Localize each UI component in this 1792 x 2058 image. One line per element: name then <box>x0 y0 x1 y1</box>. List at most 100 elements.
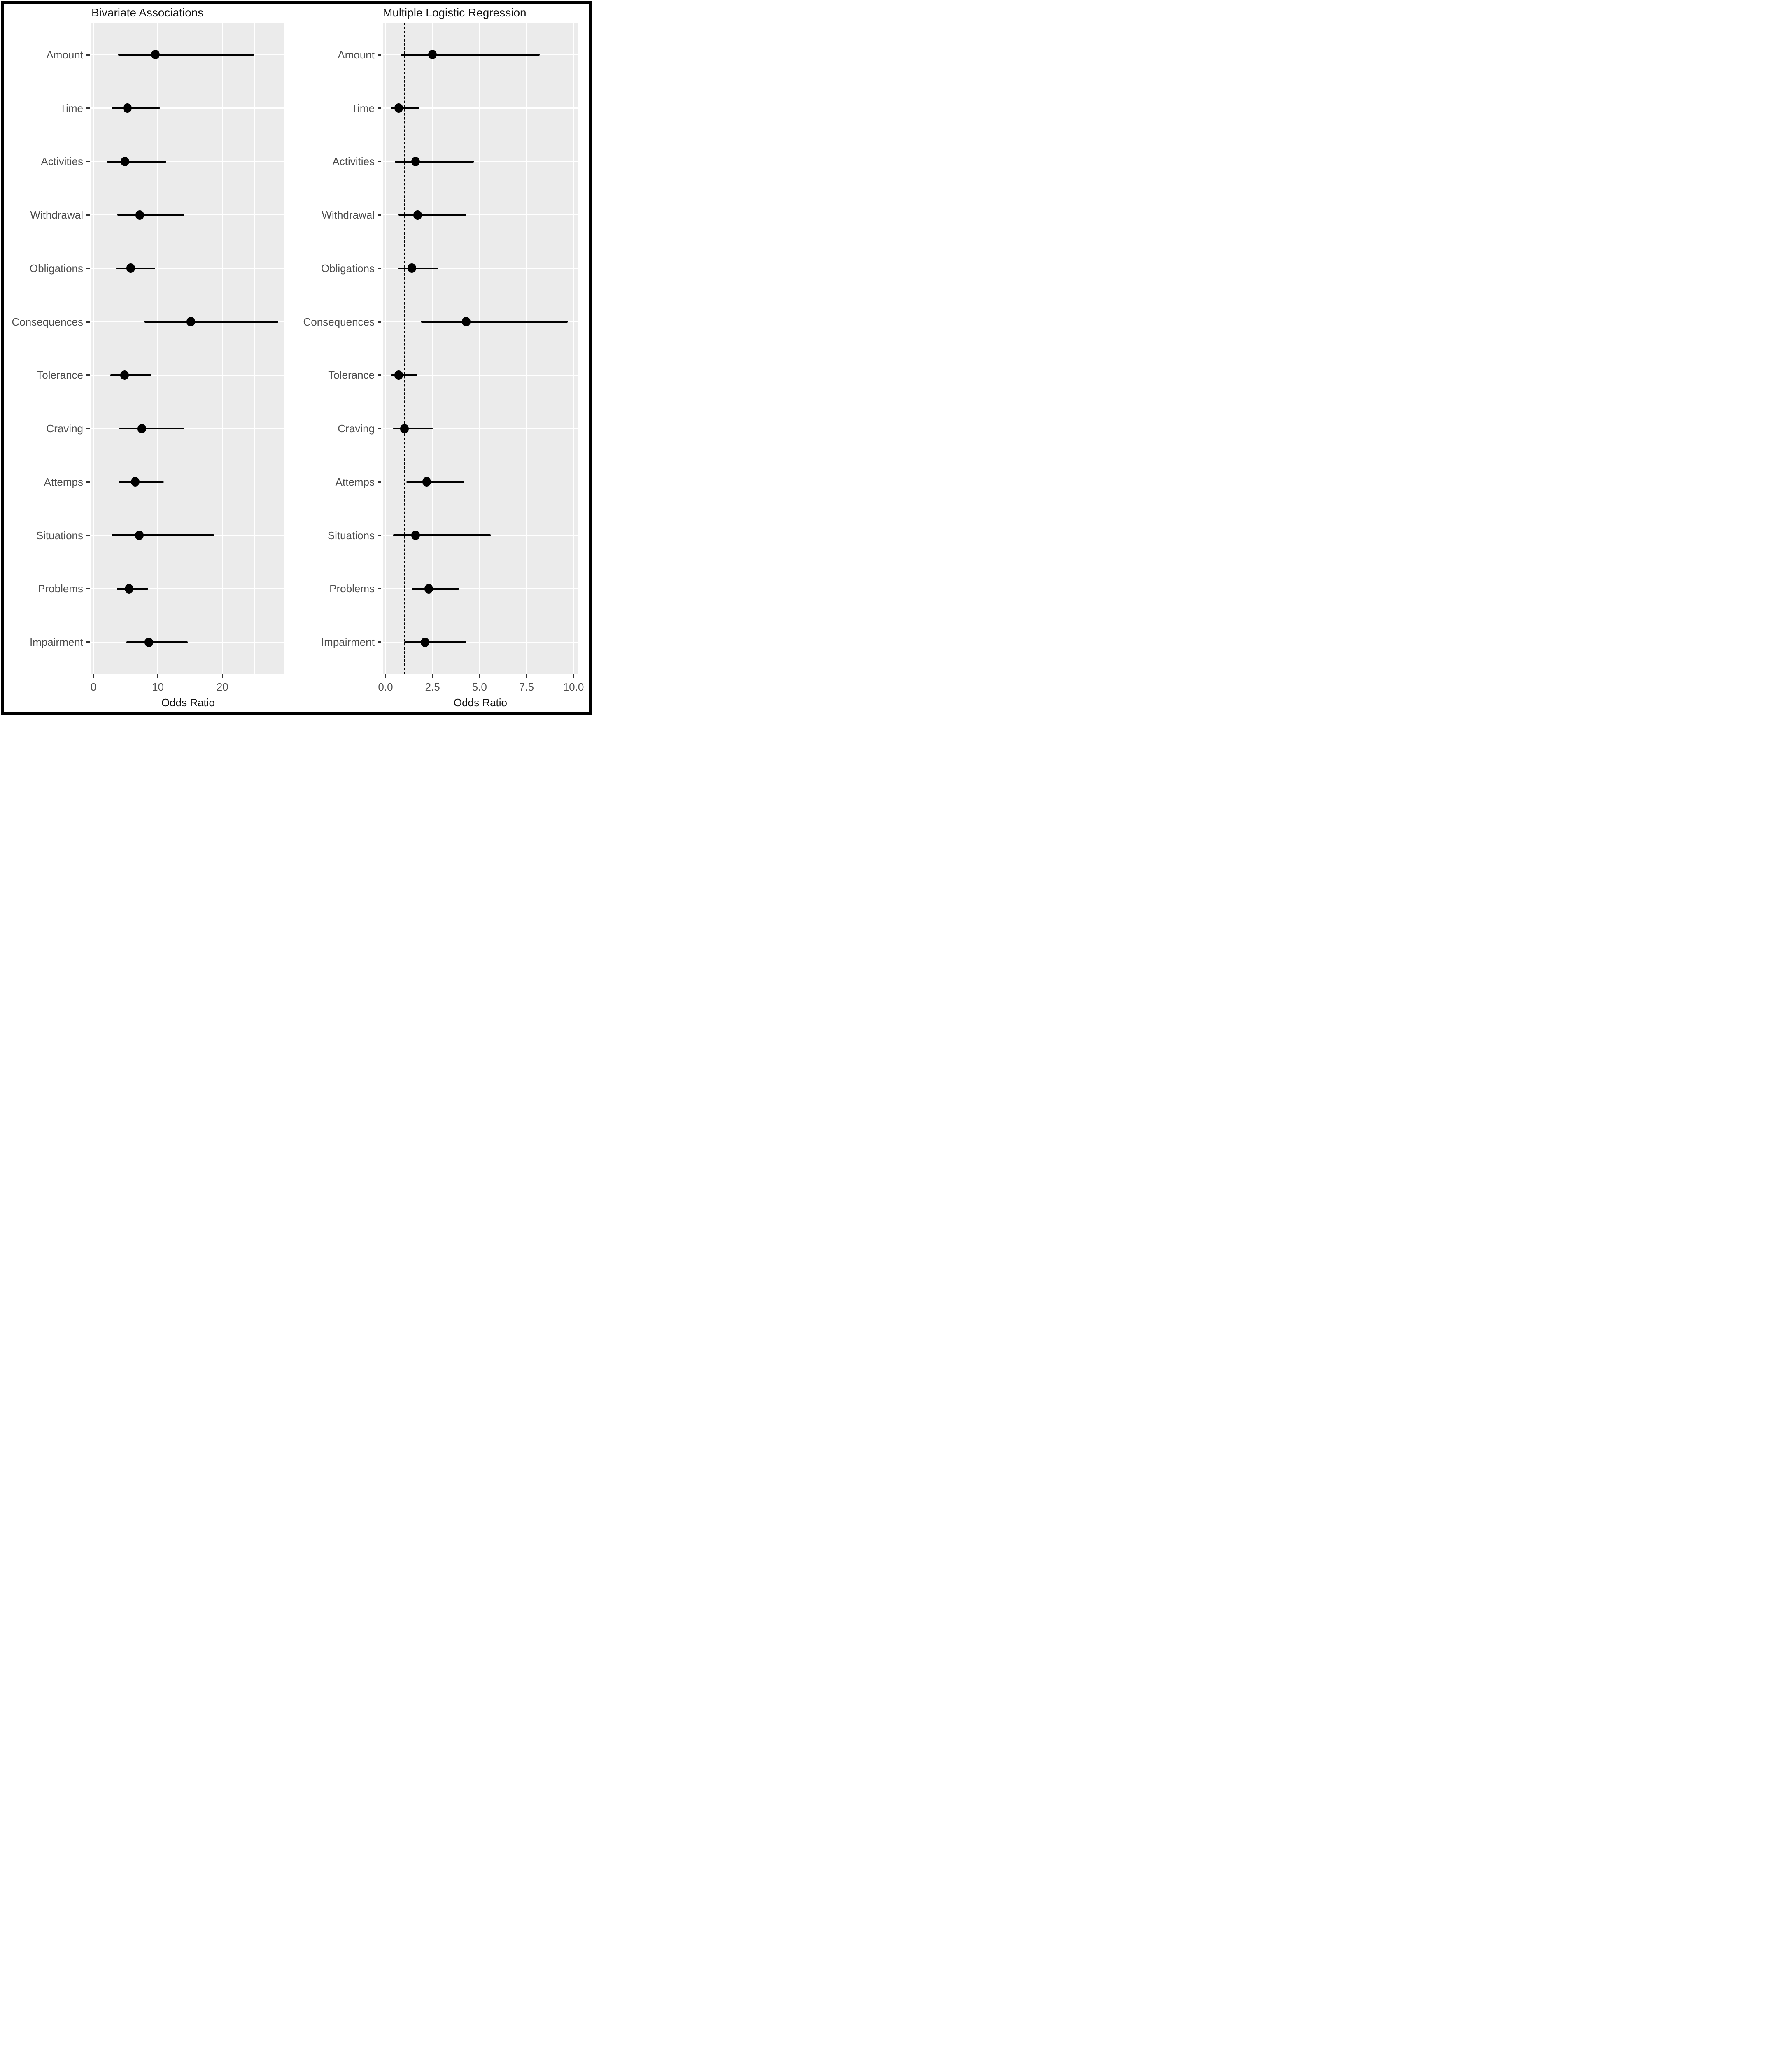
confidence-interval-line <box>393 534 491 536</box>
x-axis-label-left: Odds Ratio <box>161 696 215 709</box>
category-label: Tolerance <box>37 369 83 382</box>
y-axis-tick <box>86 481 90 483</box>
category-label: Activities <box>332 155 375 168</box>
odds-ratio-point <box>124 584 133 594</box>
confidence-interval-line <box>110 374 151 376</box>
confidence-interval-line <box>117 214 184 216</box>
gridline-major-horizontal <box>383 268 578 269</box>
odds-ratio-point <box>411 531 420 540</box>
confidence-interval-line <box>412 588 459 590</box>
gridline-major-horizontal <box>383 588 578 589</box>
forest-plot-figure: Bivariate Associations Multiple Logistic… <box>0 0 593 717</box>
panel-title-multiple-regression: Multiple Logistic Regression <box>383 6 527 19</box>
gridline-major-vertical <box>93 23 94 674</box>
confidence-interval-line <box>144 321 279 323</box>
y-axis-tick <box>378 481 381 483</box>
plot-background <box>383 23 578 674</box>
y-axis-tick <box>378 54 381 56</box>
gridline-major-horizontal <box>91 428 284 429</box>
x-axis-tick <box>432 674 433 678</box>
category-label: Problems <box>38 582 83 595</box>
x-axis-tick-label: 2.5 <box>425 681 440 693</box>
gridline-major-vertical <box>221 23 223 674</box>
odds-ratio-point <box>407 263 416 273</box>
x-axis-tick <box>93 674 94 678</box>
reference-line-or-1 <box>404 23 405 674</box>
category-label: Attemps <box>335 475 375 488</box>
category-label: Amount <box>338 48 375 61</box>
gridline-major-horizontal <box>91 268 284 269</box>
confidence-interval-line <box>111 534 214 536</box>
odds-ratio-point <box>126 263 135 273</box>
confidence-interval-line <box>391 107 419 109</box>
gridline-major-vertical <box>526 23 527 674</box>
category-label: Situations <box>327 529 375 542</box>
odds-ratio-point <box>135 210 144 220</box>
category-label: Time <box>60 102 83 114</box>
x-axis-label-right: Odds Ratio <box>453 696 508 709</box>
gridline-major-horizontal <box>383 428 578 429</box>
y-axis-tick <box>378 374 381 376</box>
gridline-major-horizontal <box>383 161 578 162</box>
y-axis-tick <box>378 161 381 163</box>
confidence-interval-line <box>119 481 164 483</box>
category-label: Consequences <box>303 315 375 328</box>
category-label: Obligations <box>321 262 375 275</box>
y-axis-tick <box>86 374 90 376</box>
gridline-major-horizontal <box>91 588 284 589</box>
x-axis-tick-label: 5.0 <box>472 681 487 693</box>
category-label: Activities <box>41 155 83 168</box>
x-axis-tick-label: 0.0 <box>378 681 393 693</box>
y-axis-tick <box>86 321 90 323</box>
confidence-interval-line <box>111 107 160 109</box>
odds-ratio-point <box>135 531 144 540</box>
category-label: Impairment <box>29 636 83 649</box>
confidence-interval-line <box>406 481 465 483</box>
y-axis-tick <box>86 107 90 109</box>
gridline-major-horizontal <box>91 375 284 376</box>
x-axis-tick <box>221 674 223 678</box>
odds-ratio-point <box>420 637 429 647</box>
category-label: Consequences <box>12 315 83 328</box>
category-label: Time <box>351 102 375 114</box>
category-label: Tolerance <box>328 369 375 382</box>
category-label: Amount <box>46 48 83 61</box>
x-axis-tick <box>157 674 158 678</box>
confidence-interval-line <box>404 641 466 643</box>
odds-ratio-point <box>462 317 471 327</box>
gridline-major-vertical <box>479 23 480 674</box>
y-axis-tick <box>378 588 381 590</box>
panel-title-bivariate: Bivariate Associations <box>91 6 204 19</box>
gridline-major-horizontal <box>383 375 578 376</box>
odds-ratio-point <box>186 317 195 327</box>
category-label: Problems <box>329 582 375 595</box>
gridline-major-horizontal <box>383 641 578 643</box>
y-axis-tick <box>378 428 381 430</box>
y-axis-tick <box>86 588 90 590</box>
y-axis-tick <box>378 107 381 109</box>
plot-background <box>91 23 284 674</box>
x-axis-tick-label: 7.5 <box>519 681 534 693</box>
x-axis-tick-label: 20 <box>216 681 228 693</box>
odds-ratio-point <box>424 584 433 594</box>
gridline-major-horizontal <box>91 641 284 643</box>
category-label: Withdrawal <box>30 209 83 221</box>
x-axis-tick-label: 0 <box>90 681 97 693</box>
x-axis-tick-label: 10.0 <box>563 681 584 693</box>
y-axis-tick <box>378 641 381 643</box>
category-label: Impairment <box>321 636 375 649</box>
confidence-interval-line <box>395 161 474 163</box>
category-label: Obligations <box>29 262 83 275</box>
gridline-major-horizontal <box>383 481 578 483</box>
x-axis-tick <box>573 674 574 678</box>
y-axis-tick <box>86 54 90 56</box>
category-label: Craving <box>338 422 375 435</box>
odds-ratio-point <box>120 370 129 380</box>
y-axis-tick <box>378 267 381 269</box>
confidence-interval-line <box>401 54 540 56</box>
odds-ratio-point <box>123 103 132 113</box>
confidence-interval-line <box>398 267 438 270</box>
x-axis-tick <box>526 674 527 678</box>
confidence-interval-line <box>126 641 188 643</box>
odds-ratio-point <box>394 103 403 113</box>
